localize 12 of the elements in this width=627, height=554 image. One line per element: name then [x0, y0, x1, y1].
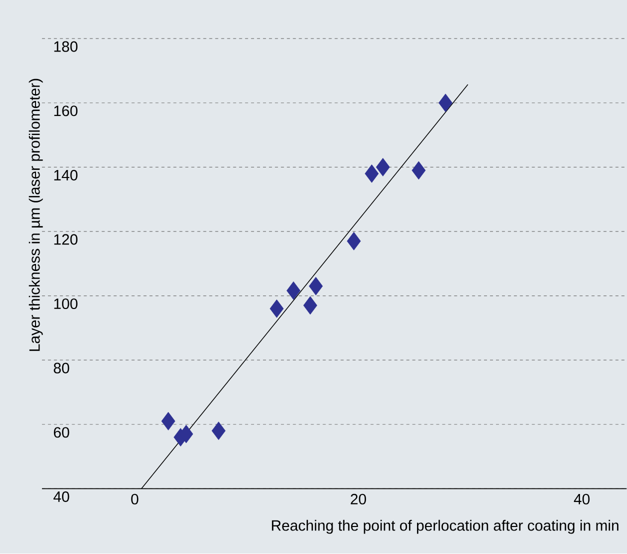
- x-tick-label: 40: [574, 494, 590, 505]
- y-tick-label: 180: [54, 41, 78, 52]
- y-tick-label: 60: [54, 427, 70, 438]
- y-tick-label: 120: [54, 234, 78, 245]
- x-axis-title: Reaching the point of perlocation after coating in min: [272, 520, 618, 534]
- y-tick-label: 100: [54, 298, 78, 310]
- y-axis-title: Layer thickness in µm (laser profilometer): [28, 79, 43, 352]
- y-tick-label: 160: [54, 106, 78, 116]
- y-tick-label: 140: [54, 170, 78, 181]
- y-tick-label: 80: [54, 362, 70, 374]
- x-tick-label: 20: [350, 494, 366, 505]
- x-tick-label: 0: [131, 494, 138, 505]
